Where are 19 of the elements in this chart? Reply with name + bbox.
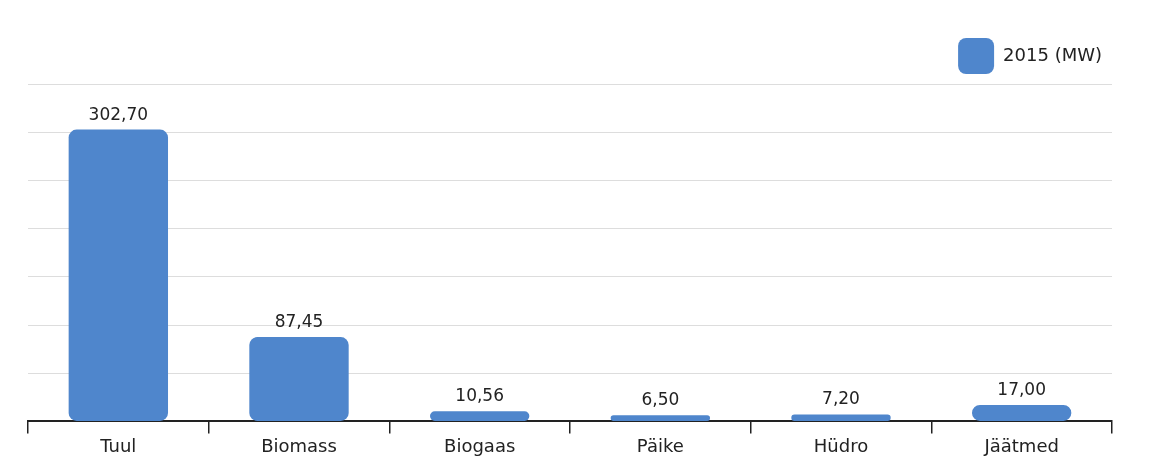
bar: [791, 414, 891, 421]
data-label: 7,20: [822, 388, 860, 409]
data-label: 302,70: [88, 103, 149, 124]
data-label: 17,00: [997, 378, 1046, 399]
data-label: 10,56: [455, 385, 504, 406]
legend-label: 2015 (MW): [1003, 43, 1102, 65]
bar: [429, 411, 530, 421]
x-tick-label: Päike: [636, 434, 684, 456]
x-tick-label: Hüdro: [813, 434, 869, 456]
x-tick-label: Jäätmed: [983, 434, 1059, 456]
bar: [249, 337, 349, 421]
bar: [971, 405, 1072, 421]
x-tick-label: Tuul: [99, 434, 137, 456]
bar: [68, 129, 169, 421]
data-label: 87,45: [274, 311, 324, 332]
x-tick-label: Biogaas: [444, 434, 516, 456]
x-tick-label: Biomass: [261, 434, 337, 456]
data-label: 6,50: [641, 389, 680, 410]
bar: [610, 415, 711, 421]
